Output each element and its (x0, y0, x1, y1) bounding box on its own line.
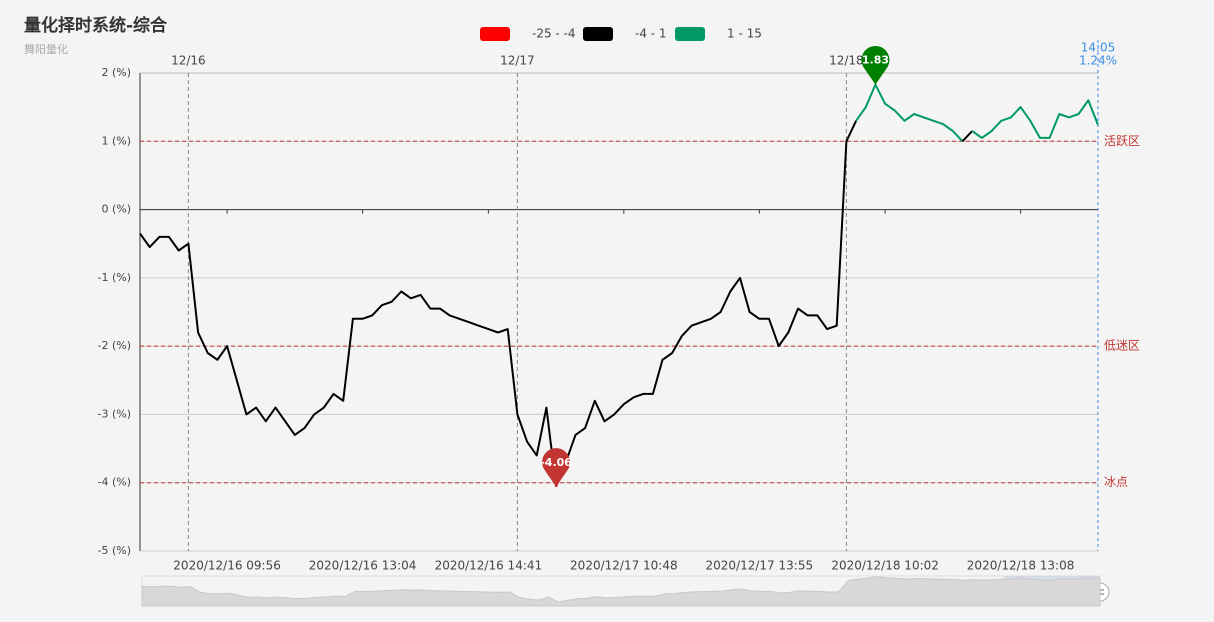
top-tick-label: 12/17 (500, 54, 535, 68)
legend-label: 1 - 15 (727, 27, 762, 41)
y-tick-label: -4 (%) (98, 476, 132, 489)
x-tick-label: 2020/12/18 10:02 (831, 559, 939, 573)
line-piece (564, 120, 858, 463)
chart-title: 量化择时系统-综合 (24, 15, 168, 36)
slider-area (141, 576, 1101, 607)
mark-line-label: 低迷区 (1104, 339, 1140, 353)
x-tick-label: 2020/12/16 14:41 (435, 559, 543, 573)
mark-line-label: 冰点 (1104, 475, 1128, 489)
line-piece (971, 99, 1099, 139)
pin (542, 448, 571, 487)
x-tick-label: 2020/12/18 13:08 (967, 559, 1075, 573)
pin-label: 1.83 (862, 54, 889, 67)
y-tick-label: -2 (%) (98, 339, 132, 352)
pin-label: -4.06 (540, 456, 572, 469)
line-piece (139, 232, 558, 487)
top-tick-label: 12/16 (171, 54, 206, 68)
x-tick-label: 2020/12/16 09:56 (173, 559, 281, 573)
line-piece (961, 130, 973, 142)
chart-subtitle: 舞阳量化 (24, 42, 68, 56)
legend-swatch[interactable] (583, 27, 613, 41)
legend-swatch[interactable] (675, 27, 705, 41)
legend-label: -4 - 1 (635, 27, 667, 41)
legend-swatch[interactable] (480, 27, 510, 41)
line-piece (855, 83, 964, 142)
x-tick-label: 2020/12/17 13:55 (706, 559, 814, 573)
y-tick-label: 1 (%) (101, 134, 131, 147)
pointer-value: 1.24% (1079, 54, 1117, 68)
top-tick-label: 12/18 (829, 54, 864, 68)
x-tick-label: 2020/12/17 10:48 (570, 559, 678, 573)
legend-label: -25 - -4 (532, 27, 576, 41)
y-tick-label: -3 (%) (98, 407, 132, 420)
y-tick-label: 2 (%) (101, 66, 131, 79)
y-tick-label: 0 (%) (101, 203, 131, 216)
mark-line-label: 活跃区 (1104, 134, 1140, 148)
y-tick-label: -5 (%) (98, 544, 132, 557)
pin (861, 45, 890, 85)
y-tick-label: -1 (%) (98, 271, 132, 284)
pointer-time: 14:05 (1081, 41, 1116, 55)
x-tick-label: 2020/12/16 13:04 (309, 559, 417, 573)
